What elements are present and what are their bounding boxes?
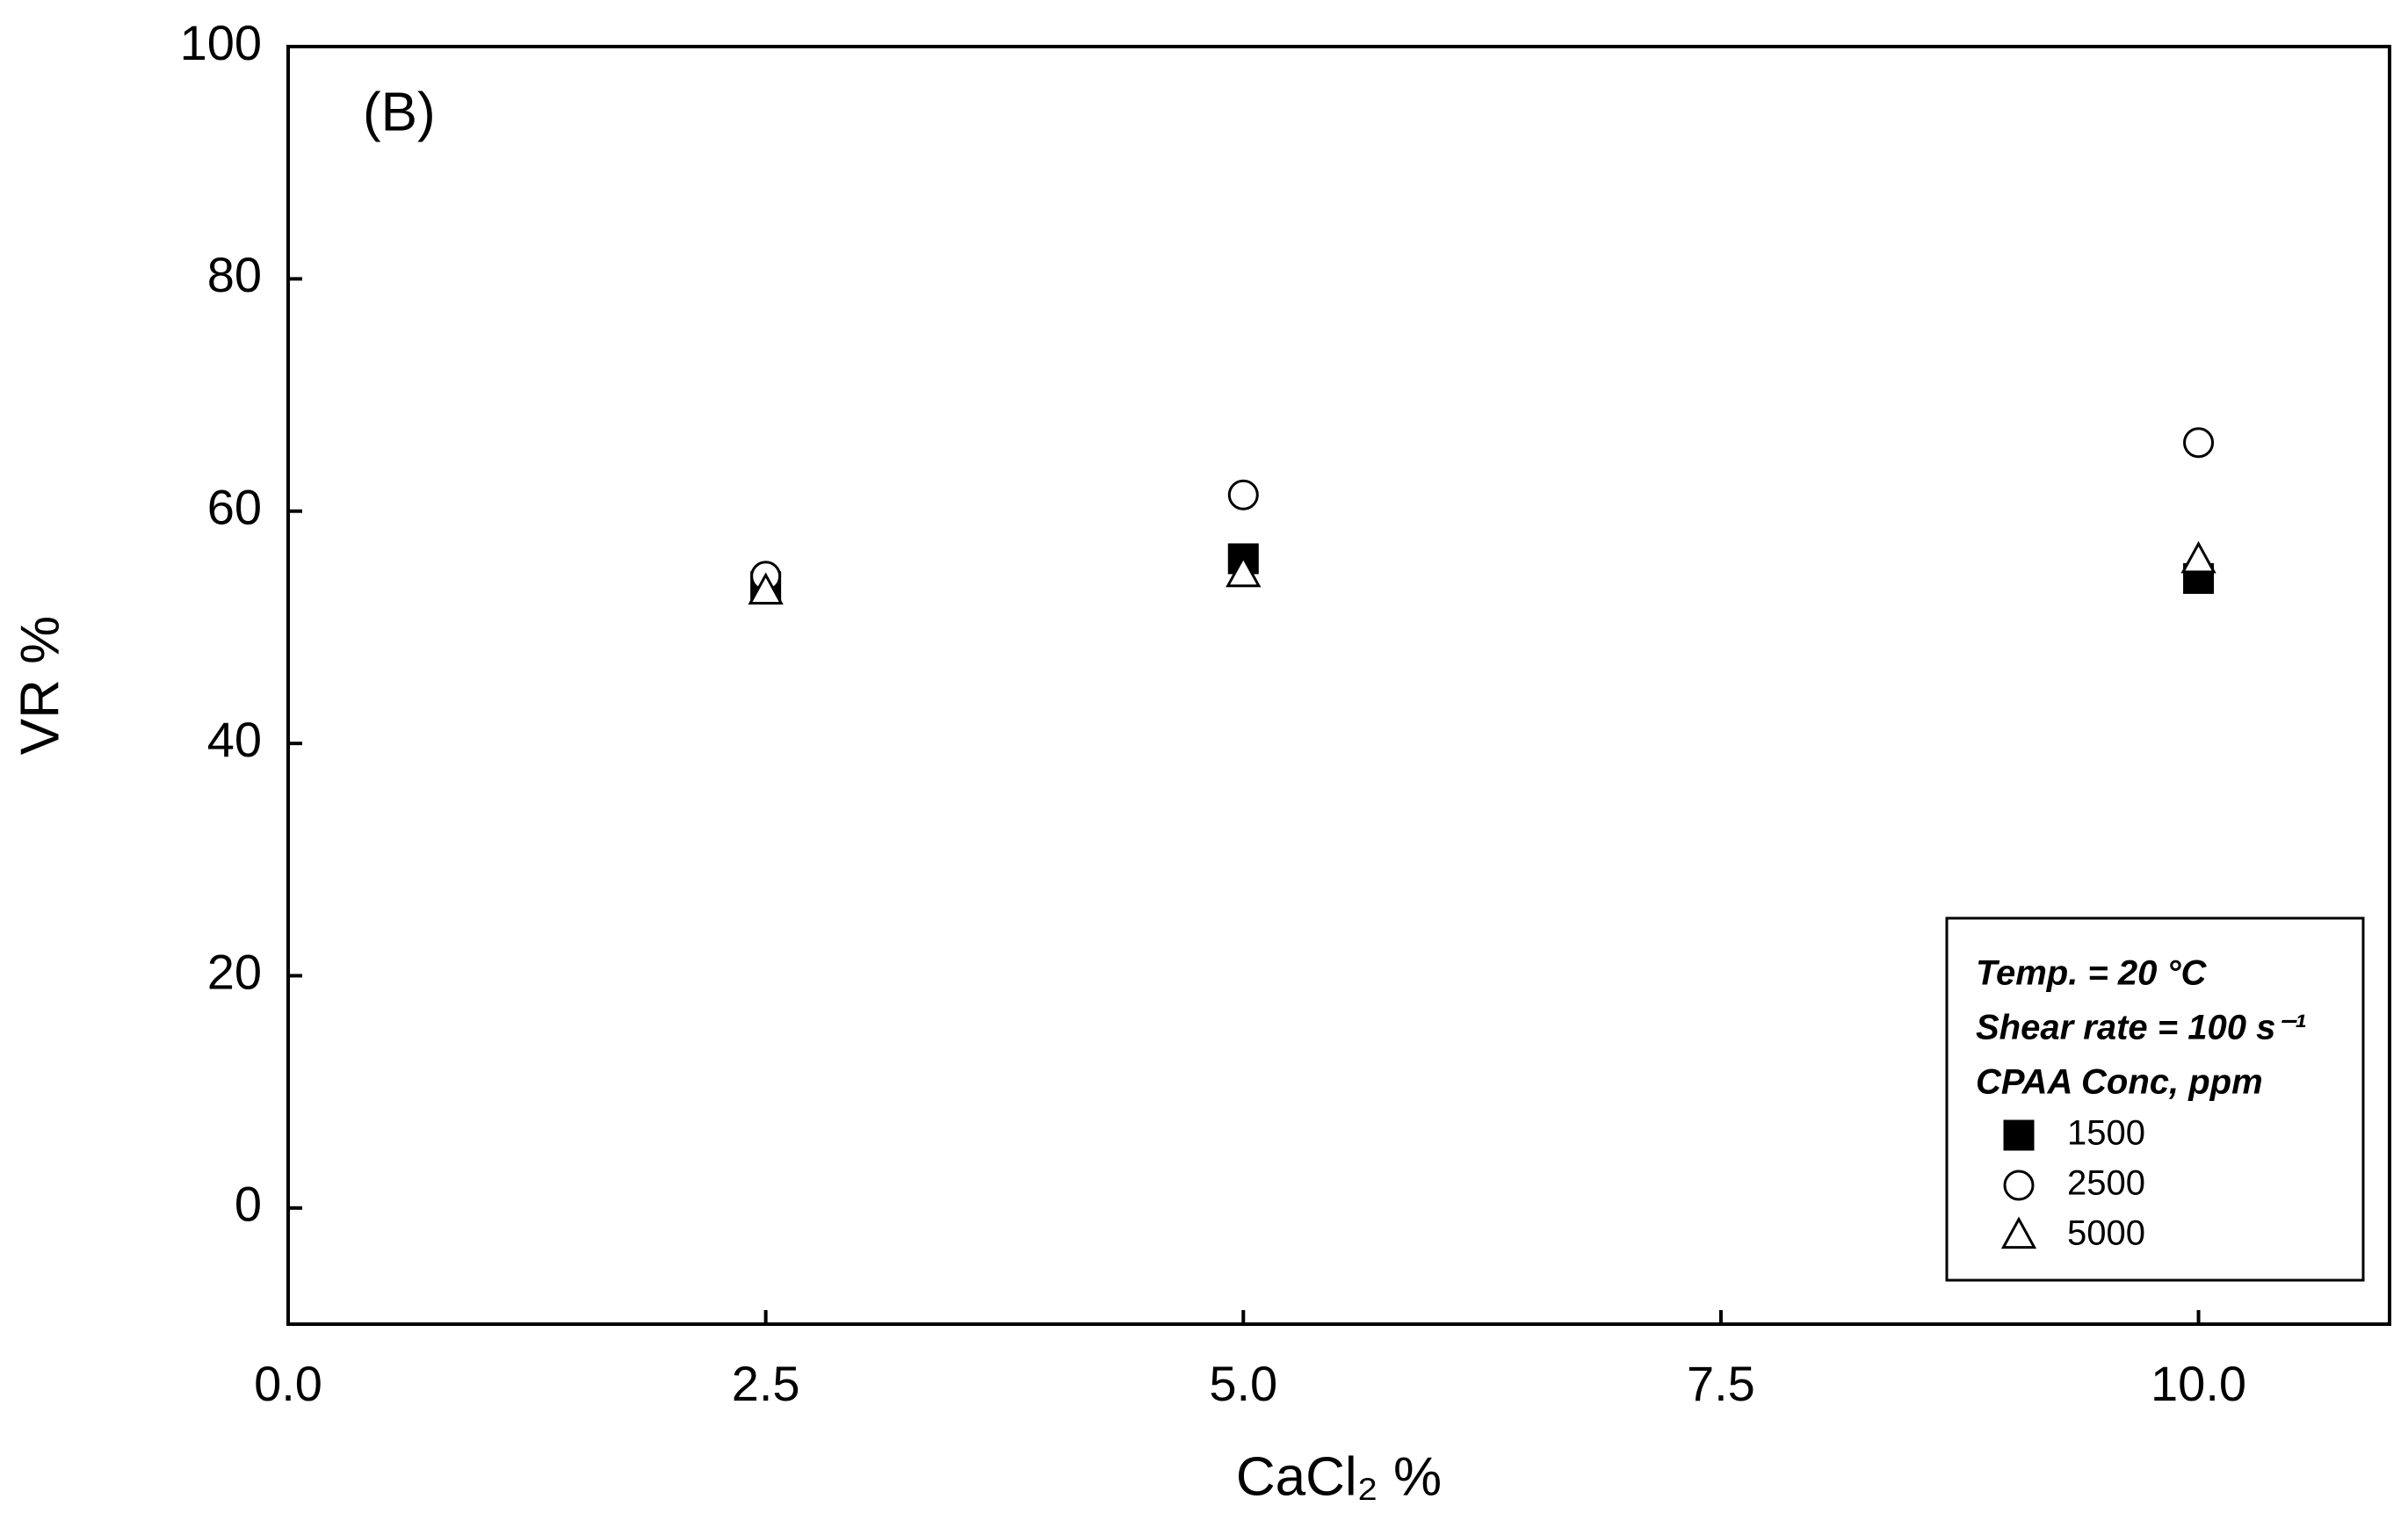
x-tick-label: 0.0 [254,1356,322,1411]
y-tick-label: 80 [207,247,262,302]
y-tick-label: 60 [207,480,262,535]
y-tick-label: 100 [180,15,262,70]
panel-label: (B) [363,82,436,142]
y-axis-label: VR % [10,616,70,755]
marker-circle [1227,479,1259,511]
legend-title: Shear rate = 100 s⁻¹ [1976,1009,2306,1047]
y-tick-label: 40 [207,712,262,767]
legend-title: Temp. = 20 °C [1976,954,2207,993]
plot-frame [286,45,2391,1326]
y-tick-label: 20 [207,944,262,999]
marker-triangle [1226,554,1262,588]
x-tick-label: 2.5 [732,1356,800,1411]
legend-label: 2500 [2067,1164,2145,1203]
marker-triangle [748,572,784,605]
marker-triangle [2180,540,2216,574]
x-tick-label: 10.0 [2151,1356,2246,1411]
legend-label: 5000 [2067,1214,2145,1253]
legend-label: 1500 [2067,1114,2145,1153]
x-tick-label: 7.5 [1687,1356,1755,1411]
y-tick-label: 0 [235,1177,262,1232]
legend-marker [2000,1216,2037,1249]
x-tick-label: 5.0 [1209,1356,1277,1411]
legend-marker [2003,1170,2035,1201]
legend-marker [2003,1119,2035,1151]
marker-circle [2183,427,2215,459]
legend-box [1945,916,2365,1282]
x-axis-label: CaCl₂ % [1236,1446,1442,1507]
legend-title: CPAA Conc, ppm [1976,1063,2263,1102]
